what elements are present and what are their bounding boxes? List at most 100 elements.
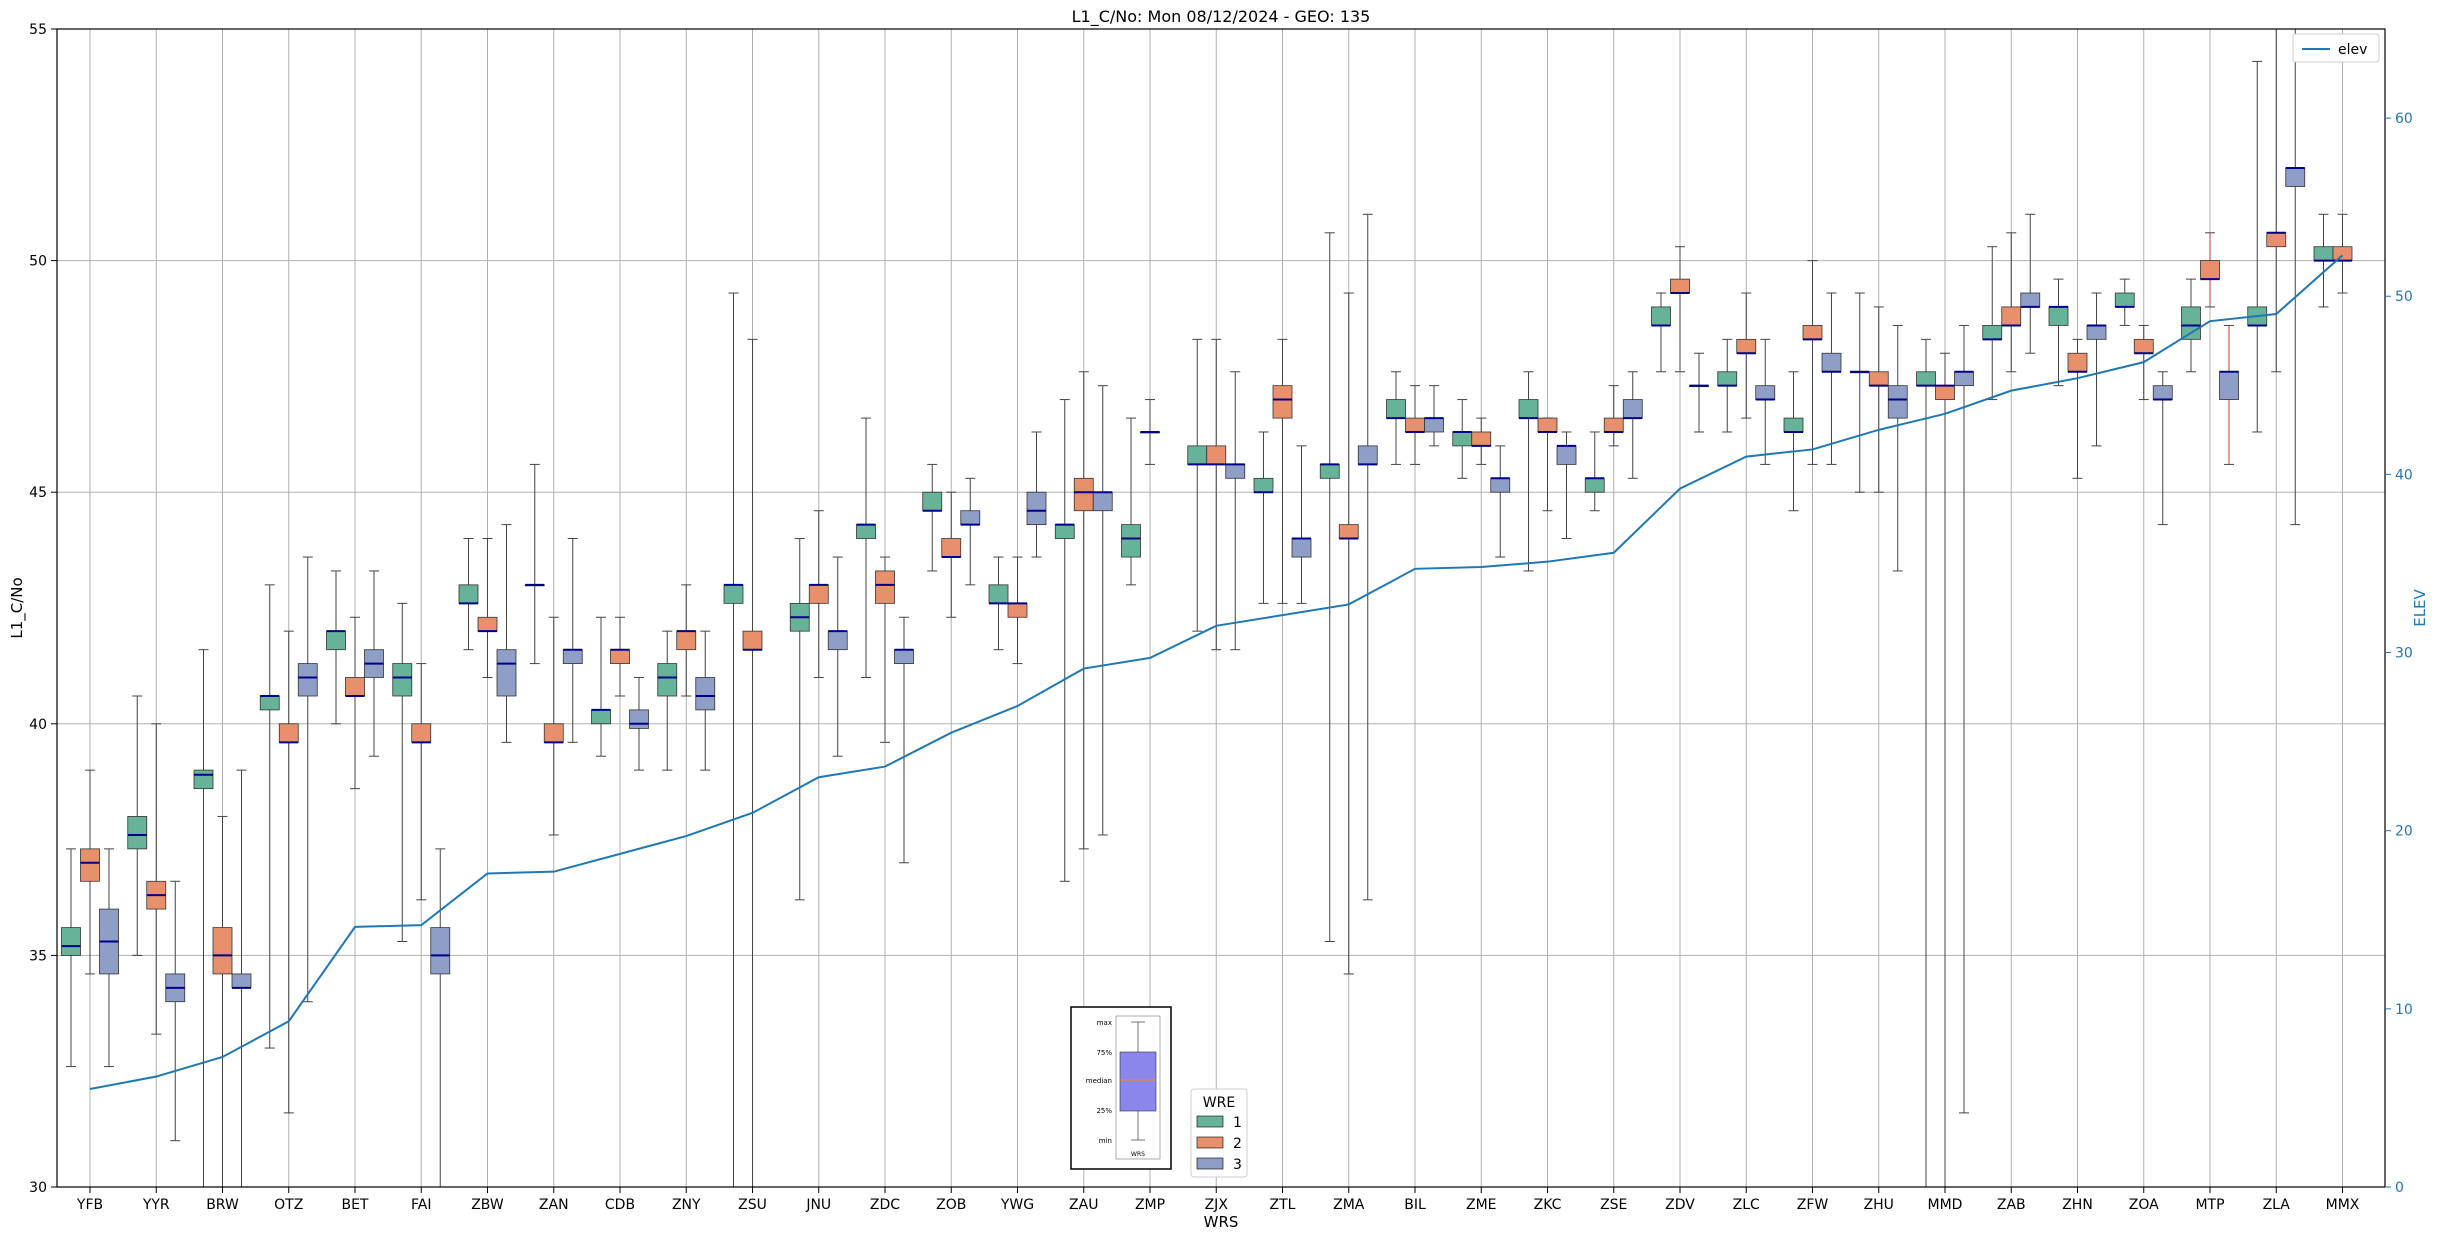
x-tick-label: MTP — [2195, 1197, 2224, 1213]
box-wre-1 — [1386, 399, 1406, 419]
key-label-min: min — [1099, 1137, 1112, 1145]
box-wre-2 — [676, 630, 697, 651]
box-wre-1 — [1916, 371, 1936, 387]
box-key-inset: max 75% median 25% min WRS — [1070, 1006, 1172, 1170]
x-tick-label: ZHN — [2062, 1197, 2093, 1213]
box-wre-2 — [1736, 338, 1757, 354]
x-axis-label: WRS — [1204, 1213, 1239, 1231]
box-wre-2 — [1471, 431, 1492, 447]
box-wre-2 — [875, 570, 895, 604]
x-tick-label: BET — [341, 1197, 368, 1213]
x-tick-label: BIL — [1404, 1197, 1426, 1213]
x-tick-label: ZLC — [1733, 1197, 1760, 1213]
key-label-max: max — [1097, 1019, 1112, 1027]
x-tick-label: ZDC — [870, 1197, 900, 1213]
box-wre-3 — [562, 649, 583, 664]
box-wre-2 — [1338, 524, 1359, 539]
box-wre-3 — [1092, 491, 1113, 512]
box-wre-2 — [1272, 385, 1293, 419]
box-wre-2 — [2067, 352, 2088, 373]
key-xlabel: WRS — [1131, 1151, 1145, 1158]
x-tick-label: MMX — [2326, 1197, 2360, 1213]
x-tick-label: YYR — [142, 1197, 170, 1213]
box-wre-2 — [2133, 338, 2154, 354]
box-wre-3 — [1887, 385, 1908, 419]
box-wre-2 — [2266, 232, 2287, 248]
box-wre-3 — [894, 649, 914, 664]
box-wre-1 — [657, 663, 678, 697]
y-tick-label: 30 — [29, 1180, 47, 1196]
y-tick-label: 40 — [29, 717, 47, 733]
x-tick-label: BRW — [206, 1197, 239, 1213]
y2-tick-label: 10 — [2395, 1002, 2413, 1018]
box-wre-2 — [345, 677, 365, 697]
axes: 30 35 40 45 50 55 0 10 20 30 40 50 60 YFB YYR BRW OTZ BET… — [29, 22, 2413, 1213]
y2-tick-label: 0 — [2395, 1180, 2404, 1196]
x-tick-label: ZJX — [1205, 1197, 1229, 1213]
elev-line-series — [89, 254, 2344, 1090]
box-wre-2 — [610, 649, 630, 664]
key-label-75: 75% — [1096, 1049, 1112, 1057]
box-wre-1 — [2114, 292, 2135, 308]
box-wre-3 — [430, 927, 451, 975]
wre-legend-swatch-1 — [1196, 1115, 1224, 1128]
box-wre-3 — [1490, 477, 1511, 493]
box-wre-1 — [61, 927, 81, 956]
box-wre-3 — [2285, 167, 2306, 187]
box-wre-1 — [1319, 464, 1340, 479]
box-wre-3 — [1424, 417, 1444, 433]
y2-axis-label: ELEV — [2411, 588, 2429, 626]
box-wre-1 — [2181, 306, 2201, 340]
elev-legend-label: elev — [2338, 42, 2367, 58]
y2-tick-label: 20 — [2395, 824, 2413, 840]
box-wre-1 — [856, 524, 876, 539]
box-wre-3 — [297, 663, 318, 697]
box-wre-1 — [922, 491, 943, 512]
box-wre-1 — [591, 709, 611, 725]
box-wre-1 — [2048, 306, 2069, 326]
box-wre-3 — [1755, 385, 1776, 400]
box-wre-1 — [1187, 445, 1208, 465]
key-box — [1119, 1051, 1157, 1112]
box-wre-2 — [543, 723, 564, 743]
box-wre-1 — [127, 816, 148, 850]
box-wre-1 — [1783, 417, 1804, 433]
wre-legend-label-3: 3 — [1233, 1157, 1242, 1173]
box-wre-2 — [1802, 325, 1823, 340]
x-tick-label: YWG — [1000, 1197, 1034, 1213]
box-wre-2 — [2001, 306, 2022, 326]
box-wre-3 — [695, 677, 716, 711]
x-tick-label: ZLA — [2263, 1197, 2291, 1213]
box-wre-2 — [941, 538, 962, 558]
key-label-median: median — [1086, 1077, 1112, 1085]
box-wre-2 — [808, 584, 829, 604]
wre-legend-label-2: 2 — [1233, 1136, 1242, 1152]
box-wre-1 — [1253, 477, 1274, 493]
y2-tick-label: 30 — [2395, 646, 2413, 662]
box-wre-1 — [1982, 325, 2003, 340]
wre-legend-swatch-2 — [1196, 1136, 1224, 1149]
box-wre-3 — [2152, 385, 2173, 400]
box-wre-1 — [1518, 399, 1539, 419]
chart-title: L1_C/No: Mon 08/12/2024 - GEO: 135 — [1072, 7, 1371, 27]
box-wre-1 — [2313, 246, 2334, 261]
box-wre-3 — [1357, 445, 1378, 465]
box-wre-3 — [231, 973, 252, 989]
x-tick-label: CDB — [605, 1197, 635, 1213]
box-wre-1 — [988, 584, 1009, 604]
x-tick-label: ZSE — [1600, 1197, 1627, 1213]
x-tick-label: MMD — [1928, 1197, 1963, 1213]
box-wre-2 — [278, 723, 299, 743]
box-wre-2 — [1007, 602, 1028, 618]
box-wre-1 — [458, 584, 479, 604]
box-wre-2 — [411, 723, 432, 743]
box-wre-1 — [1452, 431, 1473, 447]
box-wre-1 — [1584, 477, 1605, 493]
box-wre-1 — [259, 695, 280, 711]
plot-frame — [56, 28, 2386, 1188]
box-wre-3 — [629, 709, 649, 729]
wre-legend-label-1: 1 — [1233, 1115, 1242, 1131]
wre-legend: WRE 1 2 3 — [1190, 1088, 1248, 1178]
box-wre-3 — [1291, 538, 1312, 558]
x-tick-label: OTZ — [274, 1197, 303, 1213]
